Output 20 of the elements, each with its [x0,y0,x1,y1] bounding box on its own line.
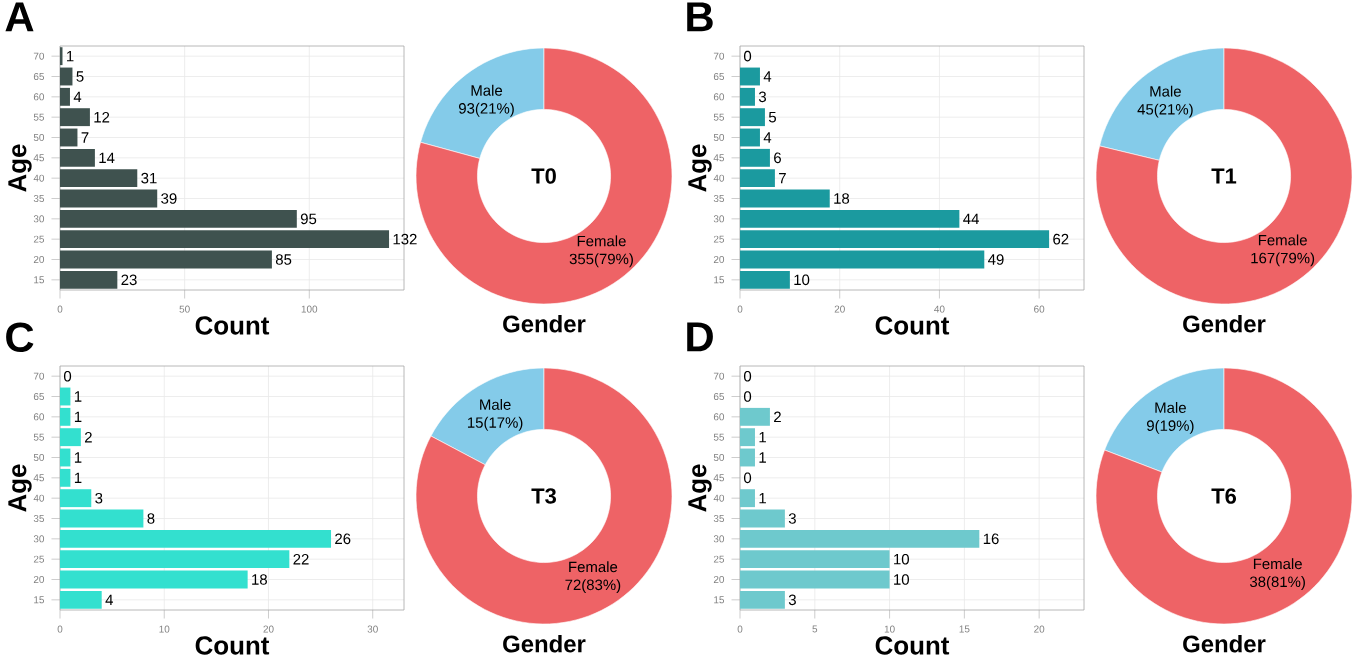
text: Gender [1183,314,1266,333]
y-axis-title: Age [8,144,32,192]
y-axis-title: Age [688,144,712,192]
text: Gender [503,634,586,653]
x-axis-title: Count [875,316,950,335]
y-axis-title: Age [688,464,712,512]
x-axis-title: Count [875,636,950,655]
text: Gender [503,314,586,333]
x-axis-title: Count [195,636,270,655]
text: A [5,2,34,32]
y-axis-title: Age [8,464,32,512]
text: C [6,322,34,353]
text: T3 [531,488,557,504]
text: Gender [1183,634,1266,653]
text: T6 [1211,488,1237,504]
text: T0 [531,168,556,184]
text: T1 [1211,168,1237,184]
x-axis-title: Count [195,316,270,335]
text: D [687,322,713,352]
text: B [687,2,713,32]
